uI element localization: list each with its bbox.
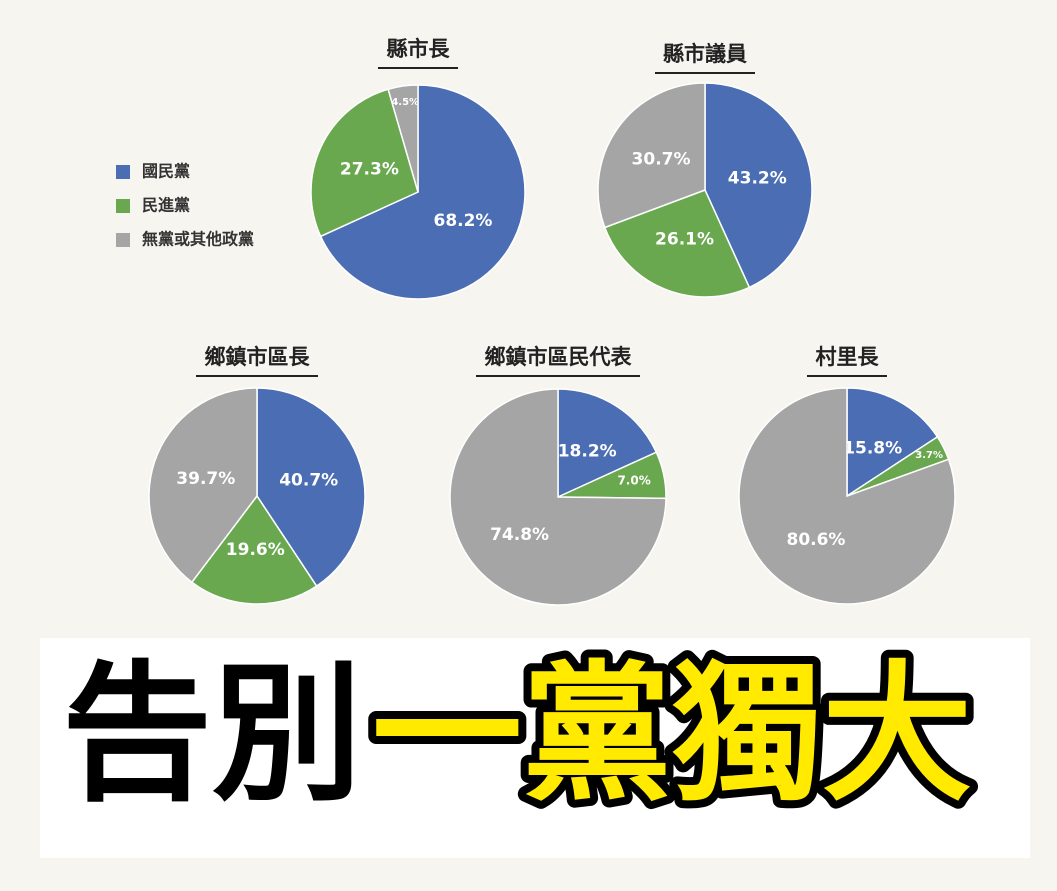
chart-title: 縣市長 xyxy=(387,37,451,61)
data-label: 15.8% xyxy=(843,439,902,459)
chart-title: 鄉鎮市區長 xyxy=(205,345,311,369)
pie-slice xyxy=(148,387,258,584)
headline-part: 告別 xyxy=(62,648,362,822)
data-label: 3.7% xyxy=(915,450,943,461)
chart-title: 鄉鎮市區民代表 xyxy=(485,345,633,369)
data-label: 19.6% xyxy=(226,540,285,560)
headline-part: 一黨獨大 xyxy=(372,648,972,822)
legend-label: 國民黨 xyxy=(142,162,190,181)
pie-slice xyxy=(319,84,526,300)
chart-title: 村里長 xyxy=(816,345,880,369)
data-label: 39.7% xyxy=(176,469,235,489)
pie-slice xyxy=(387,84,419,193)
legend-label: 民進黨 xyxy=(142,196,190,215)
chart-title: 縣市議員 xyxy=(663,42,747,66)
data-label: 27.3% xyxy=(340,160,399,180)
pie-slice xyxy=(190,494,318,605)
data-label: 68.2% xyxy=(433,211,492,231)
data-label: 40.7% xyxy=(279,470,338,490)
pie-slice xyxy=(557,388,658,499)
data-label: 30.7% xyxy=(632,150,691,170)
legend-swatch xyxy=(116,233,130,247)
data-label: 18.2% xyxy=(558,442,617,462)
pie-slice xyxy=(597,82,706,229)
pie-slice xyxy=(603,189,751,298)
pie-slice xyxy=(738,387,956,605)
legend-label: 無黨或其他政黨 xyxy=(142,230,254,249)
pie-slice xyxy=(846,387,939,498)
data-label: 7.0% xyxy=(617,473,650,487)
pie-slice xyxy=(310,88,419,238)
legend-swatch xyxy=(116,199,130,213)
data-label: 80.6% xyxy=(786,530,845,550)
headline-backdrop xyxy=(40,638,1030,858)
data-label: 74.8% xyxy=(490,525,549,545)
pie-slice xyxy=(704,82,813,289)
data-label: 26.1% xyxy=(655,229,714,249)
legend-swatch xyxy=(116,165,130,179)
data-label: 43.2% xyxy=(728,169,787,189)
pie-slice xyxy=(449,388,667,606)
data-label: 4.5% xyxy=(391,97,419,108)
